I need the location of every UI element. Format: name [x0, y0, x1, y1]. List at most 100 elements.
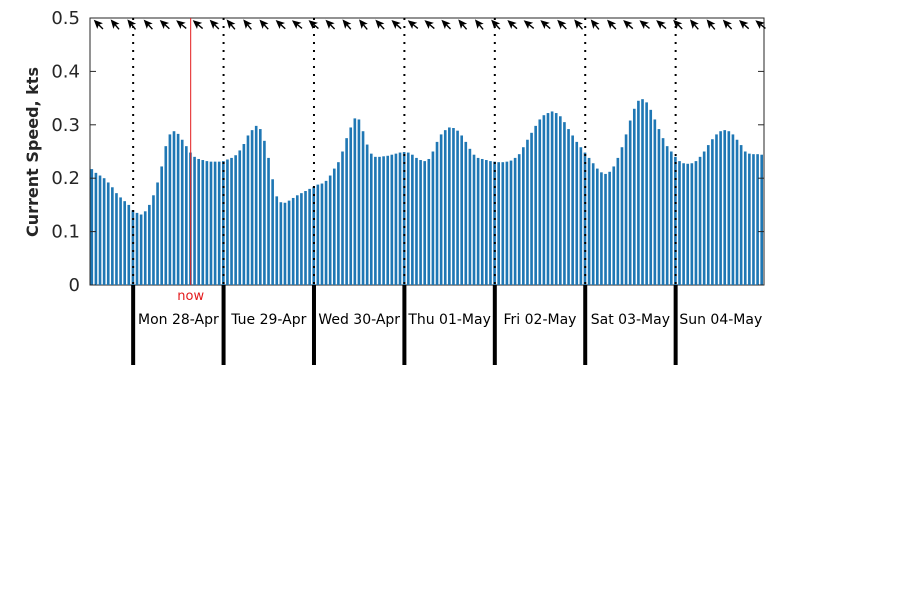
y-tick-label: 0.5: [51, 8, 80, 29]
direction-arrow: [342, 19, 352, 30]
bar: [131, 210, 135, 285]
arrow-tail: [247, 24, 252, 30]
arrow-tail: [313, 24, 319, 30]
bar: [234, 155, 237, 285]
direction-arrow: [722, 19, 733, 30]
bar: [546, 113, 550, 285]
bar: [649, 109, 653, 285]
bar: [530, 132, 533, 285]
direction-arrow: [574, 19, 584, 30]
arrow-head: [474, 19, 484, 29]
bar: [661, 138, 665, 285]
bar: [349, 127, 353, 285]
bar: [374, 156, 377, 285]
current-direction-arrows: [93, 19, 766, 30]
direction-arrow: [507, 19, 518, 30]
arrow-head: [590, 19, 600, 29]
bar: [497, 162, 500, 285]
bar: [217, 161, 221, 285]
arrow-head: [375, 19, 385, 29]
bar: [682, 163, 685, 285]
arrow-tail: [512, 24, 518, 30]
bar: [238, 150, 242, 285]
arrow-head: [491, 19, 501, 29]
bar: [472, 154, 476, 285]
arrow-tail: [412, 24, 419, 29]
bar: [365, 144, 369, 285]
arrow-tail: [98, 24, 104, 30]
bar: [115, 193, 118, 285]
plot-area: now: [89, 17, 766, 304]
arrow-tail: [478, 24, 484, 30]
bar: [653, 119, 657, 286]
bar: [185, 146, 188, 285]
arrow-head: [159, 19, 170, 29]
arrow-tail: [462, 24, 468, 30]
arrow-tail: [445, 24, 452, 30]
arrow-head: [507, 19, 517, 29]
bar: [509, 160, 513, 285]
arrow-tail: [379, 24, 385, 30]
bar: [505, 161, 509, 285]
bar: [164, 146, 168, 285]
bar: [427, 158, 431, 285]
bar: [226, 159, 229, 285]
arrow-tail: [429, 24, 435, 30]
bar: [439, 134, 443, 285]
bar: [94, 172, 98, 285]
arrow-head: [110, 19, 120, 29]
arrow-tail: [164, 24, 170, 30]
arrow-head: [93, 19, 103, 29]
bar: [411, 154, 414, 285]
arrow-head: [540, 20, 550, 29]
bar: [456, 130, 459, 285]
bar: [632, 108, 636, 285]
bar: [628, 120, 632, 285]
bar: [324, 180, 328, 285]
arrow-head: [639, 20, 649, 29]
bar: [748, 153, 751, 285]
direction-arrow: [656, 20, 667, 30]
bar: [706, 145, 710, 285]
bar: [752, 154, 755, 285]
bar: [641, 99, 644, 285]
arrow-head: [275, 19, 286, 29]
arrow-tail: [114, 24, 120, 30]
direction-arrow: [458, 19, 468, 30]
bar: [197, 158, 200, 285]
bar: [180, 139, 184, 285]
bar: [390, 154, 394, 285]
bar: [517, 154, 521, 285]
direction-arrow: [607, 19, 617, 30]
arrow-head: [391, 19, 401, 29]
bar: [579, 147, 583, 285]
day-label: Mon 28-Apr: [138, 312, 219, 328]
arrow-head: [623, 19, 633, 29]
bar: [415, 157, 418, 285]
arrow-tail: [214, 24, 220, 30]
arrow-head: [226, 19, 236, 29]
arrow-tail: [693, 24, 699, 30]
bar: [423, 161, 427, 285]
direction-arrow: [673, 19, 683, 30]
bar: [493, 161, 496, 285]
y-tick-label: 0.2: [51, 168, 80, 189]
bar: [353, 118, 357, 285]
direction-arrow: [275, 19, 286, 30]
bar: [332, 168, 336, 285]
bar: [554, 113, 558, 285]
arrow-tail: [296, 24, 303, 29]
direction-arrow: [523, 20, 535, 29]
bar: [337, 162, 340, 285]
bar: [756, 154, 759, 285]
arrow-head: [656, 20, 666, 29]
arrow-head: [243, 19, 252, 29]
arrow-head: [458, 19, 468, 29]
arrow-tail: [280, 24, 286, 30]
bar: [386, 155, 390, 285]
arrow-head: [176, 20, 186, 29]
direction-arrow: [375, 19, 385, 30]
bar: [739, 145, 743, 285]
direction-arrow: [159, 19, 170, 30]
now-label: now: [177, 289, 204, 304]
